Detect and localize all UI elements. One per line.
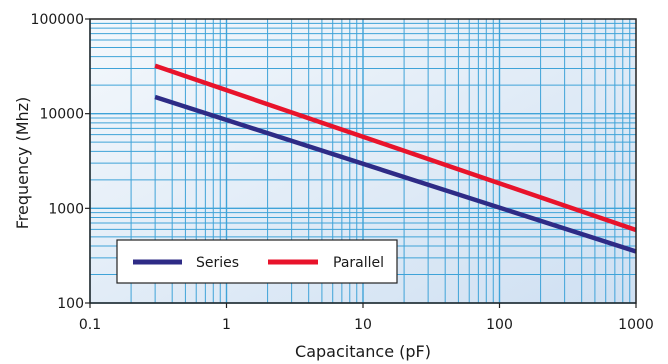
legend: Series Parallel: [116, 239, 398, 284]
x-tick-label: 1000: [618, 317, 654, 333]
plot-frame: [89, 18, 637, 304]
x-tick-label: 100: [486, 317, 513, 333]
y-axis-title: Frequency (Mhz): [13, 97, 32, 230]
x-tick-label: 1: [222, 317, 231, 333]
series-line-series: [154, 94, 637, 254]
x-axis-title: Capacitance (pF): [295, 342, 431, 361]
series-line-parallel: [154, 63, 637, 233]
legend-box: [116, 239, 398, 284]
y-tick-label: 10000: [39, 107, 84, 123]
x-tick-label: 10: [354, 317, 372, 333]
legend-label-parallel: Parallel: [333, 255, 384, 271]
y-tick-label: 100: [57, 296, 84, 312]
tick-labels: 0.1 1 10 100 1000 100 1000 10000 100000: [31, 12, 654, 333]
x-tick-label: 0.1: [79, 317, 101, 333]
y-tick-label: 1000: [48, 201, 84, 217]
y-tick-label: 100000: [31, 12, 84, 28]
series-lines: [154, 63, 637, 254]
legend-label-series: Series: [196, 255, 239, 271]
